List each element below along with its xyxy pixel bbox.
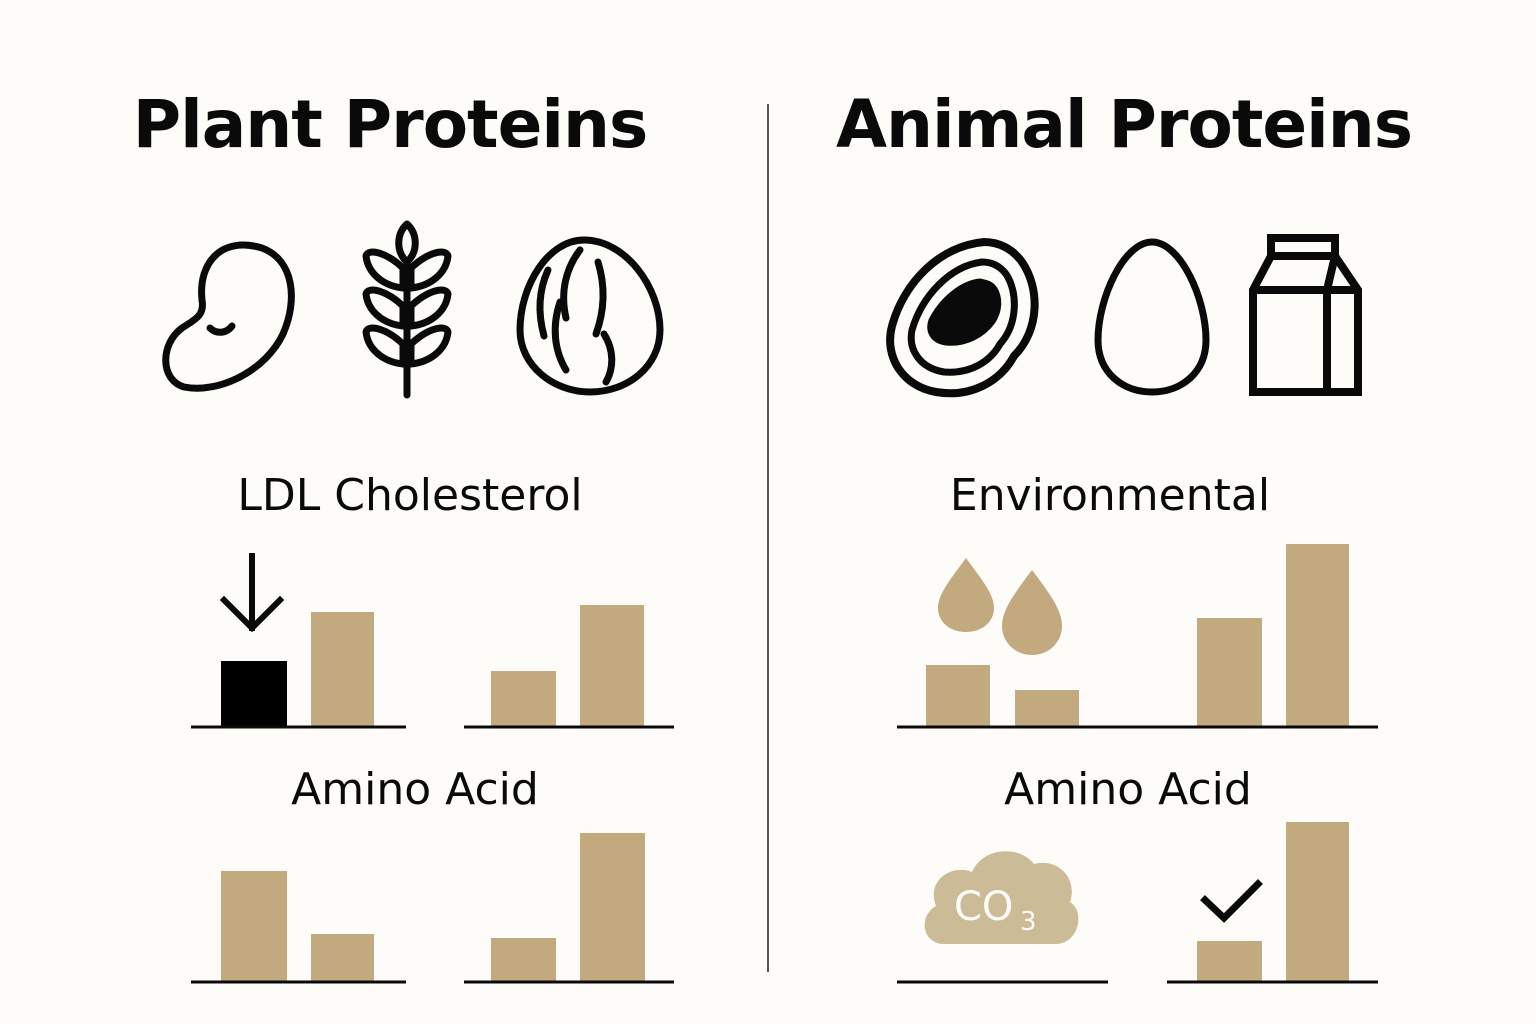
milk-carton-icon <box>1249 234 1362 396</box>
ldl-bar <box>580 605 644 727</box>
amino-bar <box>1286 822 1349 982</box>
plant-proteins-title: Plant Proteins <box>132 86 649 163</box>
ldl-bar-highlight <box>221 661 287 727</box>
bean-icon <box>162 241 295 392</box>
env-bar <box>1015 690 1079 727</box>
co2-subscript: 3 <box>1020 907 1037 937</box>
amino-bar <box>311 934 374 982</box>
nut-icon <box>516 236 664 396</box>
co2-label: CO <box>954 884 1013 930</box>
steak-icon <box>886 238 1039 398</box>
water-drop-icon <box>938 558 994 632</box>
down-arrow-icon <box>219 553 285 633</box>
ldl-bar <box>491 671 556 727</box>
animal-amino-chart: CO 3 <box>897 822 1378 984</box>
environmental-label: Environmental <box>949 470 1271 521</box>
egg-icon <box>1094 238 1210 396</box>
center-divider <box>767 104 769 972</box>
amino-bar <box>580 833 645 982</box>
checkmark-icon <box>1200 879 1263 923</box>
ldl-bar <box>311 612 374 727</box>
env-bar <box>1197 618 1262 727</box>
environmental-chart <box>897 544 1378 729</box>
water-drop-icon <box>1002 570 1062 655</box>
co2-cloud-icon: CO 3 <box>924 851 1079 944</box>
amino-bar <box>221 871 287 982</box>
env-bar <box>1286 544 1349 727</box>
amino-bar <box>491 938 556 982</box>
amino-bar <box>1197 941 1262 982</box>
plant-amino-chart <box>191 833 674 984</box>
animal-amino-acid-label: Amino Acid <box>1004 764 1252 815</box>
animal-proteins-title: Animal Proteins <box>835 86 1413 163</box>
plant-amino-acid-label: Amino Acid <box>291 764 539 815</box>
ldl-chart <box>191 553 674 729</box>
wheat-icon <box>362 220 452 399</box>
ldl-cholesterol-label: LDL Cholesterol <box>237 470 583 521</box>
env-bar <box>926 665 990 727</box>
